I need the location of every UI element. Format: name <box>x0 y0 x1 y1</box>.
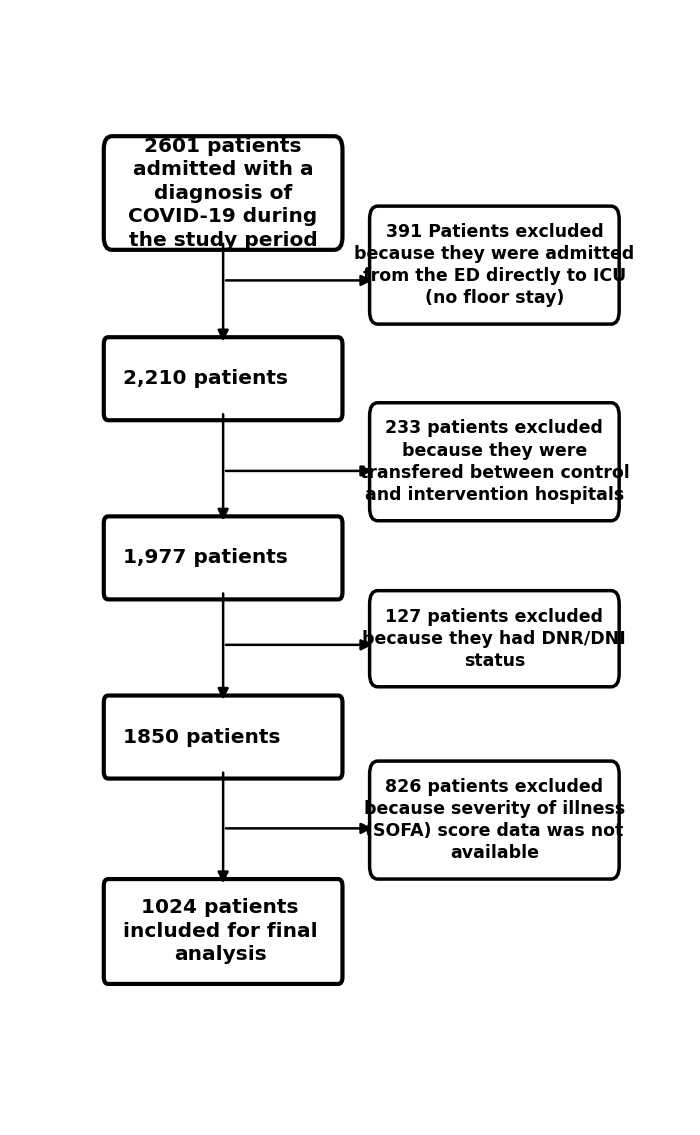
FancyBboxPatch shape <box>370 590 619 687</box>
Text: 391 Patients excluded
because they were admitted
from the ED directly to ICU
(no: 391 Patients excluded because they were … <box>354 222 634 308</box>
FancyBboxPatch shape <box>104 696 342 779</box>
Text: 2,210 patients: 2,210 patients <box>122 369 288 388</box>
Text: 127 patients excluded
because they had DNR/DNI
status: 127 patients excluded because they had D… <box>363 607 626 670</box>
Text: 1024 patients
included for final
analysis: 1024 patients included for final analysi… <box>122 899 317 965</box>
Text: 1,977 patients: 1,977 patients <box>122 548 288 568</box>
FancyBboxPatch shape <box>104 337 342 420</box>
Text: 233 patients excluded
because they were
transfered between control
and intervent: 233 patients excluded because they were … <box>360 420 629 504</box>
FancyBboxPatch shape <box>370 403 619 521</box>
FancyBboxPatch shape <box>370 762 619 880</box>
Text: 2601 patients
admitted with a
diagnosis of
COVID-19 during
the study period: 2601 patients admitted with a diagnosis … <box>129 136 318 250</box>
FancyBboxPatch shape <box>370 207 619 325</box>
FancyBboxPatch shape <box>104 878 342 984</box>
Text: 826 patients excluded
because severity of illness
(SOFA) score data was not
avai: 826 patients excluded because severity o… <box>364 777 625 863</box>
Text: 1850 patients: 1850 patients <box>122 728 280 747</box>
FancyBboxPatch shape <box>104 136 342 250</box>
FancyBboxPatch shape <box>104 516 342 599</box>
